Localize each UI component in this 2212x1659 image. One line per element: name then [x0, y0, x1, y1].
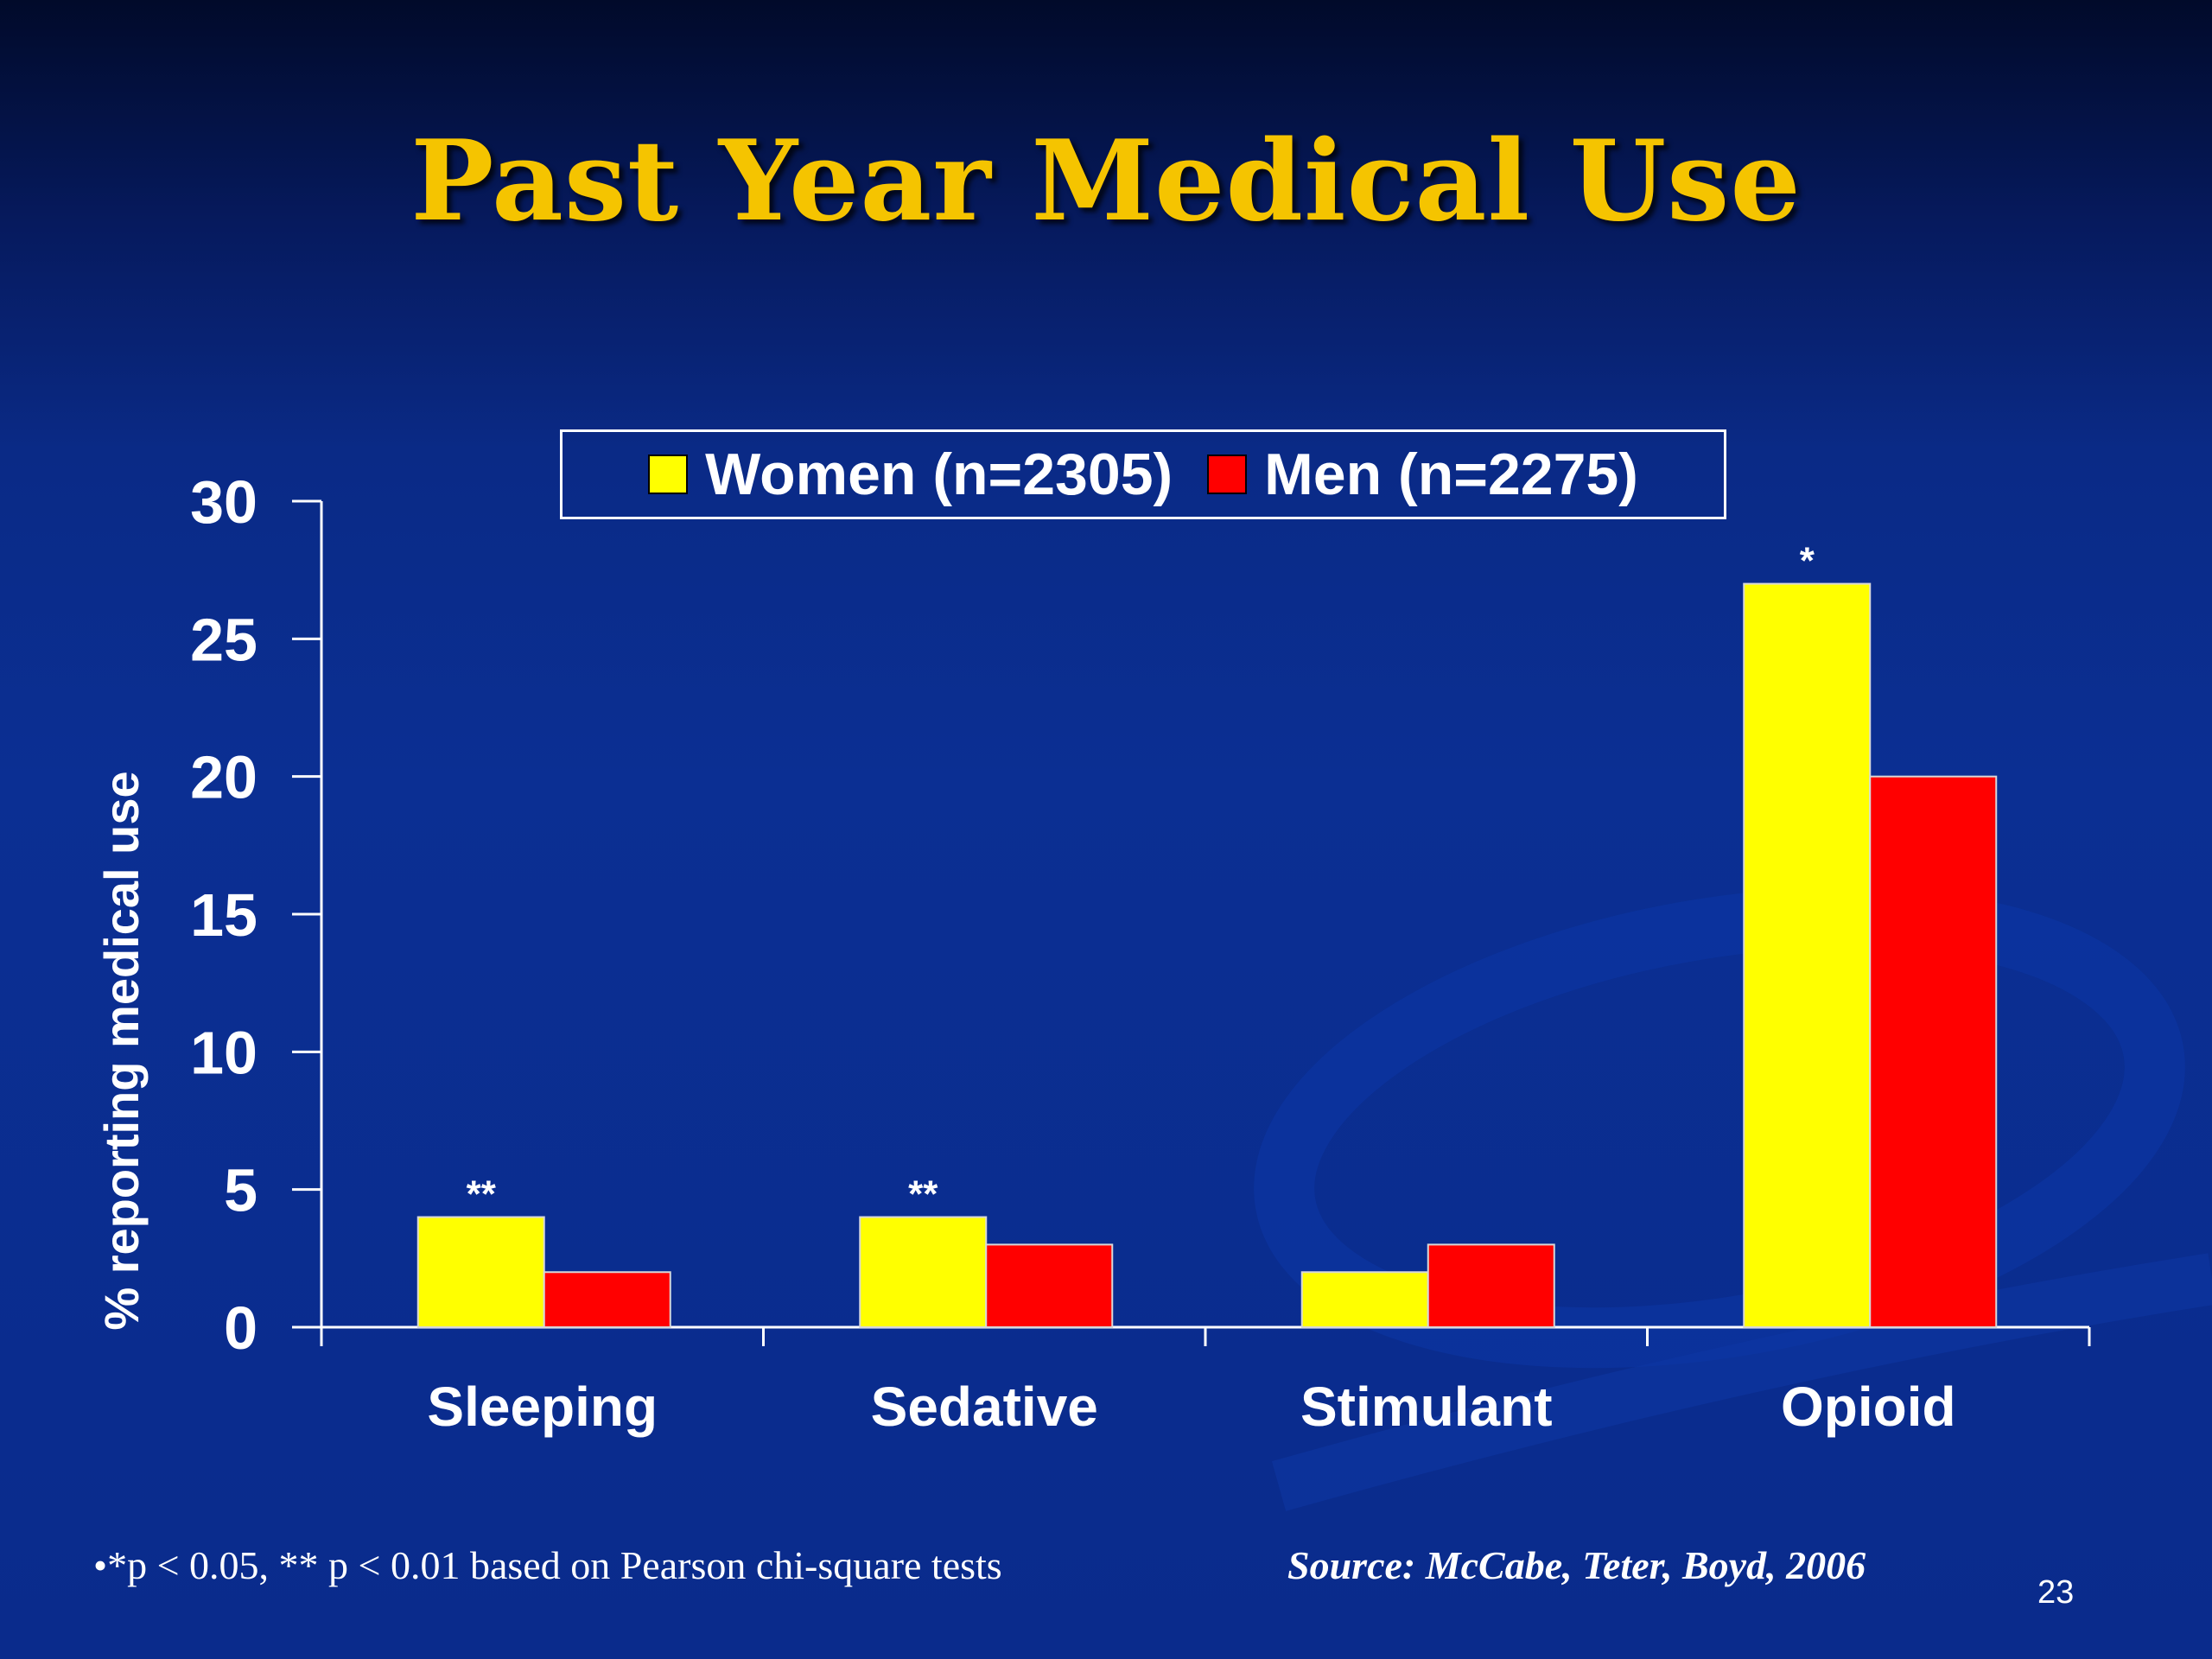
category-label: Sleeping — [427, 1376, 658, 1438]
y-tick-label: 5 — [224, 1157, 257, 1224]
legend-swatch-men — [1207, 454, 1248, 494]
footnote: •*p < 0.05, ** p < 0.01 based on Pearson… — [93, 1543, 1002, 1587]
y-tick-label: 10 — [190, 1019, 257, 1086]
chart-legend: Women (n=2305) Men (n=2275) — [560, 429, 1726, 519]
legend-item-men: Men (n=2275) — [1207, 441, 1638, 508]
category-label: Sedative — [871, 1376, 1098, 1438]
y-tick-label: 30 — [190, 468, 257, 536]
y-tick-label: 0 — [224, 1294, 257, 1362]
significance-marker: * — [1800, 540, 1815, 582]
legend-label-men: Men (n=2275) — [1264, 442, 1638, 507]
category-label: Opioid — [1781, 1376, 1956, 1438]
bar-men — [1869, 775, 1998, 1328]
bar-women — [859, 1216, 988, 1328]
bar-women — [1743, 582, 1872, 1328]
bar-women — [1300, 1271, 1429, 1329]
slide-number: 23 — [2037, 1574, 2075, 1611]
legend-item-women: Women (n=2305) — [648, 441, 1173, 508]
y-tick-label: 25 — [190, 606, 257, 673]
bar-men — [543, 1271, 671, 1329]
source-citation: Source: McCabe, Teter, Boyd, 2006 — [1287, 1543, 1866, 1587]
legend-swatch-women — [648, 454, 689, 494]
category-label: Stimulant — [1300, 1376, 1553, 1438]
y-axis-title: % reporting medical use — [94, 771, 149, 1330]
bar-women — [416, 1216, 545, 1328]
slide-title: Past Year Medical Use — [410, 117, 1802, 246]
legend-label-women: Women (n=2305) — [705, 442, 1173, 507]
y-tick-label: 15 — [190, 881, 257, 949]
bar-men — [985, 1243, 1114, 1329]
significance-marker: ** — [908, 1173, 938, 1216]
significance-marker: ** — [467, 1173, 497, 1216]
y-tick-label: 20 — [190, 744, 257, 811]
bar-men — [1427, 1243, 1555, 1329]
